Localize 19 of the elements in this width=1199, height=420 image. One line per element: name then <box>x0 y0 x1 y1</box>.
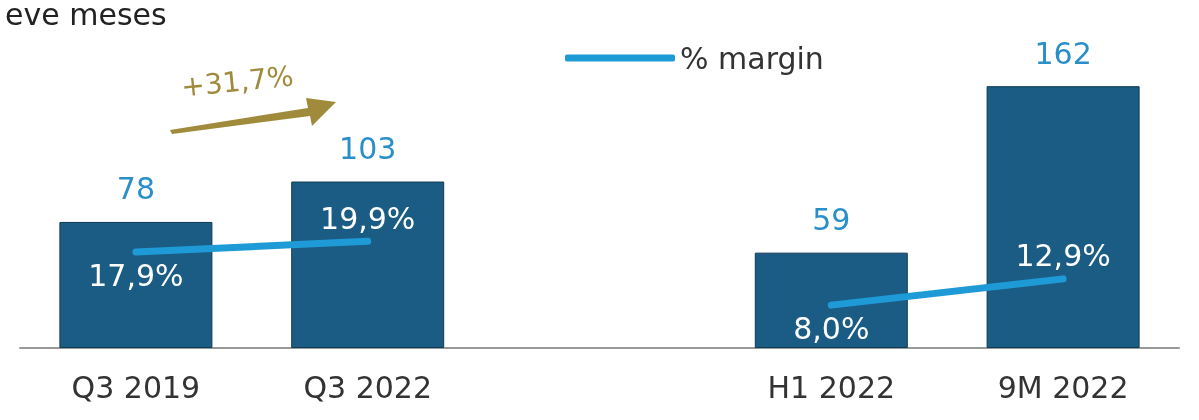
data-label: 19,9% <box>320 200 416 236</box>
bar <box>754 252 908 348</box>
annotation: +31,7% <box>179 59 295 104</box>
chart-title: eve meses <box>5 0 167 32</box>
data-label: 78 <box>116 171 155 207</box>
data-label: 12,9% <box>1015 238 1111 274</box>
bar <box>59 221 213 348</box>
data-label: 17,9% <box>88 257 184 293</box>
legend-label: % margin <box>680 40 824 76</box>
data-label: 59 <box>812 202 851 238</box>
x-tick-label: 9M 2022 <box>997 369 1129 405</box>
bar <box>986 86 1140 348</box>
data-label: 103 <box>339 131 397 167</box>
bar <box>291 181 445 348</box>
data-label: 8,0% <box>793 310 870 346</box>
x-tick-label: Q3 2022 <box>303 369 432 405</box>
x-tick-label: Q3 2019 <box>71 369 201 405</box>
data-label: 162 <box>1034 35 1092 71</box>
x-tick-label: H1 2022 <box>767 369 896 405</box>
